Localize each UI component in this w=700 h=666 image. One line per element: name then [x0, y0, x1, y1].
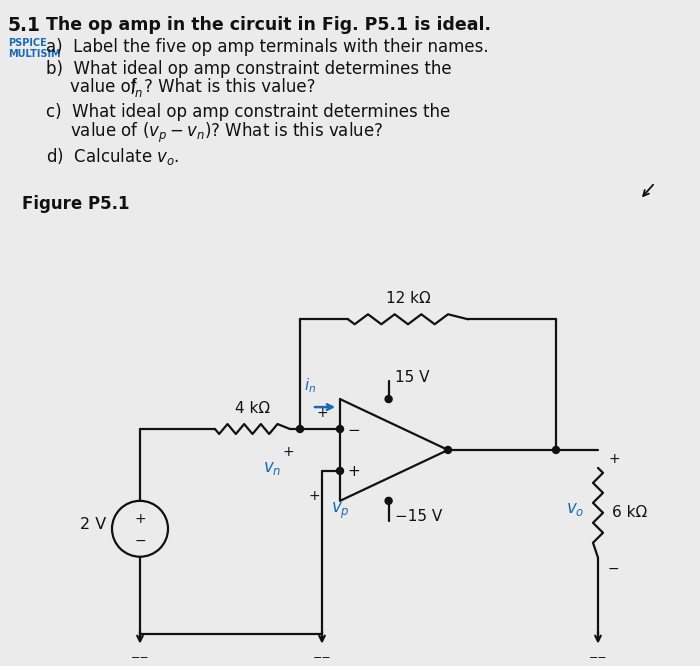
Text: b)  What ideal op amp constraint determines the: b) What ideal op amp constraint determin… [46, 60, 451, 78]
Text: MULTISIM: MULTISIM [8, 49, 61, 59]
Text: d)  Calculate $v_o$.: d) Calculate $v_o$. [46, 146, 179, 166]
Circle shape [385, 498, 392, 504]
Circle shape [385, 396, 392, 402]
Text: −: − [608, 561, 620, 575]
Text: +: + [347, 464, 360, 480]
Text: $v_n$: $v_n$ [262, 459, 281, 477]
Text: a)  Label the five op amp terminals with their names.: a) Label the five op amp terminals with … [46, 38, 489, 56]
Text: $i_n$: $i_n$ [130, 78, 143, 99]
Circle shape [552, 446, 559, 454]
Text: c)  What ideal op amp constraint determines the: c) What ideal op amp constraint determin… [46, 103, 450, 121]
Text: −: − [134, 533, 146, 547]
Text: value of $(v_p - v_n)$? What is this value?: value of $(v_p - v_n)$? What is this val… [70, 121, 383, 145]
Text: $i_n$: $i_n$ [304, 376, 316, 395]
Text: 4 kΩ: 4 kΩ [235, 401, 270, 416]
Text: value of: value of [70, 78, 142, 96]
Circle shape [444, 446, 452, 454]
Circle shape [337, 468, 344, 474]
Text: −−: −− [589, 653, 608, 663]
Text: PSPICE: PSPICE [8, 38, 47, 48]
Circle shape [297, 426, 304, 432]
Text: +: + [316, 406, 328, 420]
Text: +: + [608, 452, 620, 466]
Text: 5.1: 5.1 [8, 16, 41, 35]
Text: Figure P5.1: Figure P5.1 [22, 194, 130, 212]
Text: +: + [282, 445, 294, 459]
Text: −−: −− [131, 653, 149, 663]
Text: −−: −− [313, 653, 331, 663]
Text: −: − [347, 422, 360, 438]
Text: The op amp in the circuit in Fig. P5.1 is ideal.: The op amp in the circuit in Fig. P5.1 i… [46, 16, 491, 34]
Text: +: + [308, 489, 320, 503]
Circle shape [337, 426, 344, 432]
Text: $v_p$: $v_p$ [330, 501, 349, 521]
Text: 12 kΩ: 12 kΩ [386, 291, 430, 306]
Text: 2 V: 2 V [80, 517, 106, 532]
Text: 6 kΩ: 6 kΩ [612, 505, 648, 520]
Text: $v_o$: $v_o$ [566, 500, 584, 518]
Text: ? What is this value?: ? What is this value? [144, 78, 316, 96]
Text: −15 V: −15 V [395, 509, 442, 524]
Text: 15 V: 15 V [395, 370, 429, 385]
Text: +: + [134, 511, 146, 525]
